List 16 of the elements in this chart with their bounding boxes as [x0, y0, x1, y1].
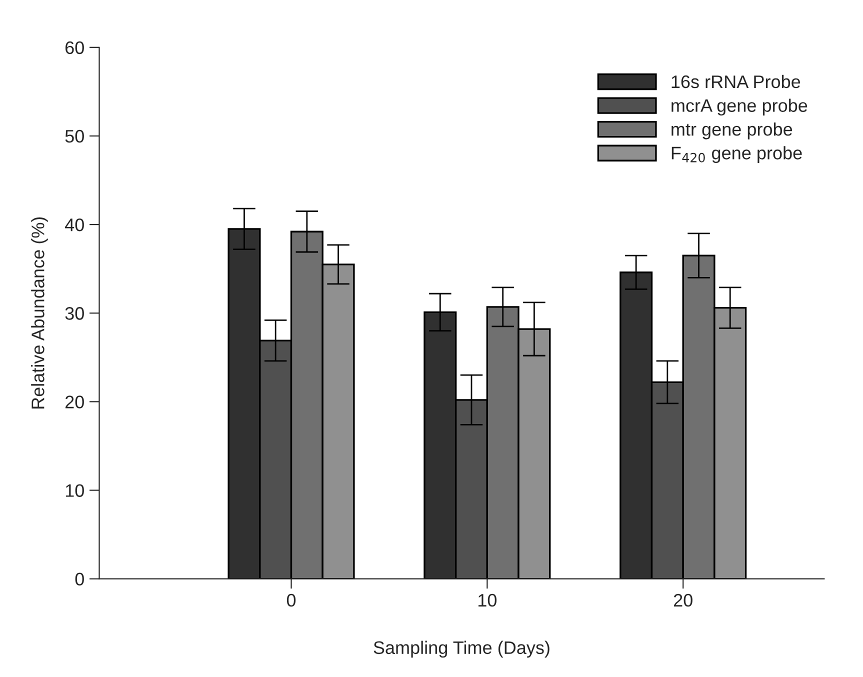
y-tick-label: 40	[64, 218, 84, 232]
x-axis-title: Sampling Time (Days)	[374, 640, 550, 658]
y-tick-label: 10	[66, 484, 84, 497]
y-tick-label: 50	[65, 130, 84, 143]
legend-label: F$_{420}$ gene probe	[672, 146, 802, 164]
x-tick-label: 20	[674, 594, 692, 607]
x-tick-label: 10	[478, 594, 497, 607]
legend-label: mcrA gene probe	[672, 98, 808, 116]
y-tick-label: 30	[65, 307, 84, 320]
legend-label: 16s rRNA Probe	[672, 74, 800, 88]
y-tick-label: 0	[75, 572, 84, 586]
legend-label: mtr gene probe	[672, 122, 792, 140]
y-tick-label: 60	[65, 41, 84, 54]
y-tick-label: 20	[65, 396, 84, 408]
x-tick-label: 0	[286, 594, 296, 607]
y-axis-title: Relative Abundance (%)	[31, 217, 48, 408]
